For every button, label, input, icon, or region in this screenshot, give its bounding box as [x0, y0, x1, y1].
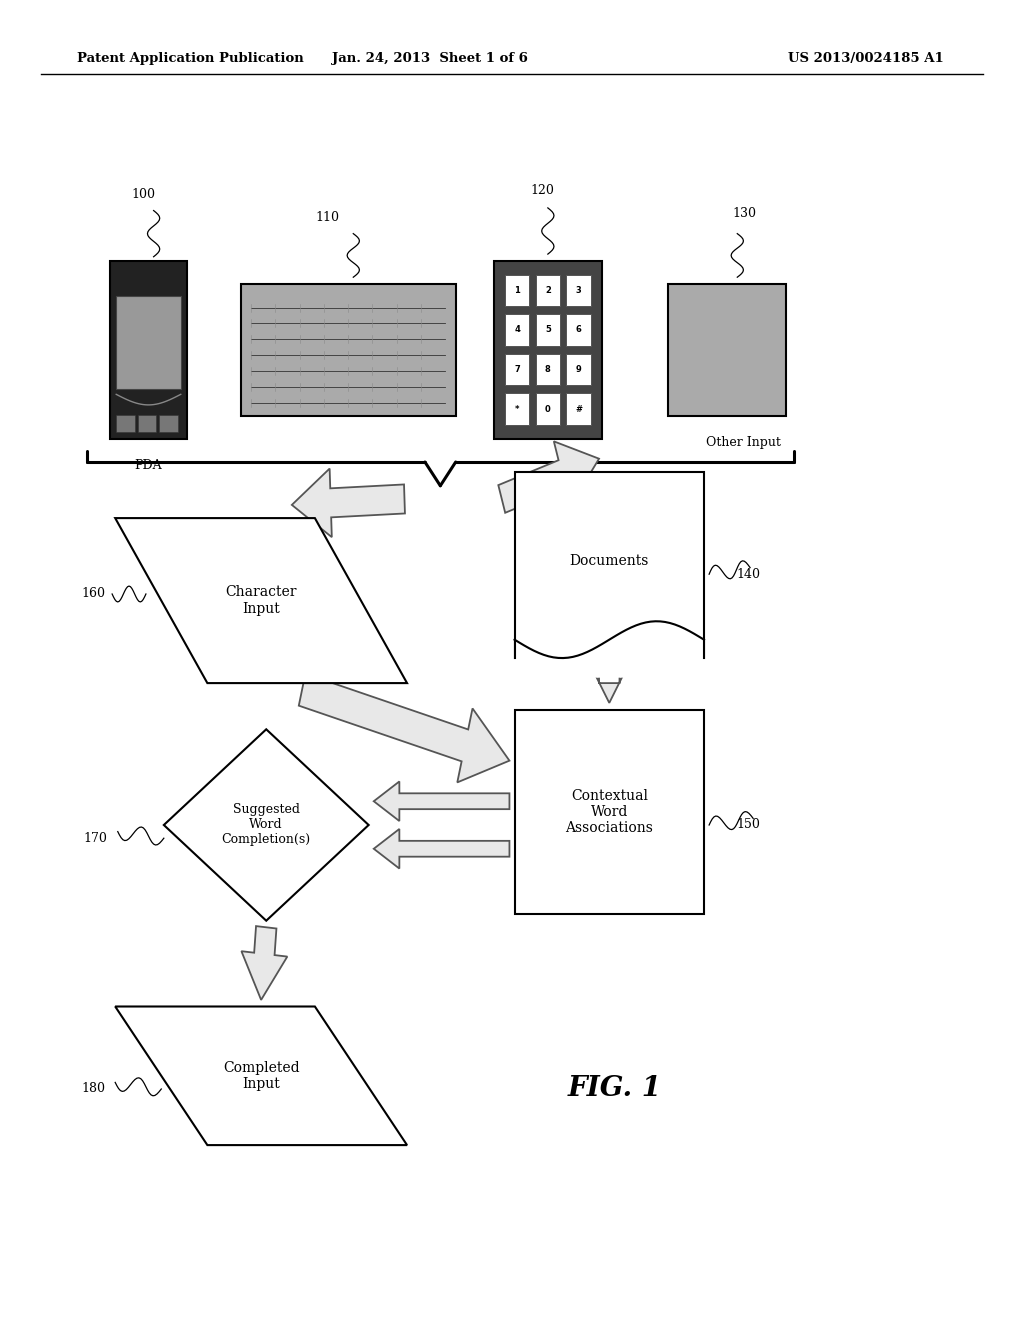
- Text: #: #: [575, 405, 582, 413]
- Text: Character
Input: Character Input: [225, 586, 297, 615]
- Text: 6: 6: [575, 326, 582, 334]
- FancyBboxPatch shape: [514, 710, 705, 913]
- FancyBboxPatch shape: [566, 314, 591, 346]
- Polygon shape: [374, 829, 509, 869]
- FancyBboxPatch shape: [495, 261, 602, 438]
- Text: 5: 5: [545, 326, 551, 334]
- Text: 110: 110: [315, 211, 340, 224]
- FancyBboxPatch shape: [505, 393, 529, 425]
- Text: 160: 160: [81, 587, 105, 601]
- FancyBboxPatch shape: [116, 414, 134, 433]
- FancyBboxPatch shape: [566, 275, 591, 306]
- Polygon shape: [292, 469, 404, 537]
- FancyBboxPatch shape: [566, 354, 591, 385]
- Text: US 2013/0024185 A1: US 2013/0024185 A1: [788, 51, 944, 65]
- Text: *: *: [515, 405, 519, 413]
- Text: 130: 130: [732, 207, 756, 220]
- Polygon shape: [164, 729, 369, 921]
- Text: 140: 140: [736, 568, 760, 581]
- Text: 120: 120: [530, 185, 555, 197]
- Text: 170: 170: [84, 832, 108, 845]
- FancyBboxPatch shape: [566, 393, 591, 425]
- Polygon shape: [115, 517, 408, 682]
- Text: 7: 7: [514, 366, 520, 374]
- Text: Jan. 24, 2013  Sheet 1 of 6: Jan. 24, 2013 Sheet 1 of 6: [332, 51, 528, 65]
- Text: Other Input: Other Input: [706, 436, 780, 449]
- Text: Suggested
Word
Completion(s): Suggested Word Completion(s): [221, 804, 311, 846]
- Text: 8: 8: [545, 366, 551, 374]
- Text: 3: 3: [575, 286, 582, 294]
- FancyBboxPatch shape: [536, 354, 560, 385]
- Text: 0: 0: [545, 405, 551, 413]
- FancyBboxPatch shape: [116, 296, 180, 389]
- Text: 9: 9: [575, 366, 582, 374]
- FancyBboxPatch shape: [505, 314, 529, 346]
- Polygon shape: [499, 441, 599, 512]
- FancyBboxPatch shape: [505, 354, 529, 385]
- FancyBboxPatch shape: [668, 284, 786, 416]
- FancyBboxPatch shape: [536, 393, 560, 425]
- FancyBboxPatch shape: [514, 473, 705, 659]
- FancyBboxPatch shape: [137, 414, 156, 433]
- Text: Documents: Documents: [569, 554, 649, 568]
- Text: Contextual
Word
Associations: Contextual Word Associations: [565, 788, 653, 836]
- Polygon shape: [586, 656, 632, 702]
- Text: 1: 1: [514, 286, 520, 294]
- Polygon shape: [299, 673, 509, 783]
- FancyBboxPatch shape: [505, 275, 529, 306]
- FancyBboxPatch shape: [159, 414, 177, 433]
- Text: PDA: PDA: [135, 459, 162, 471]
- Text: Completed
Input: Completed Input: [223, 1061, 299, 1090]
- Text: 4: 4: [514, 326, 520, 334]
- Polygon shape: [374, 781, 509, 821]
- Text: 2: 2: [545, 286, 551, 294]
- FancyBboxPatch shape: [536, 314, 560, 346]
- Polygon shape: [242, 927, 288, 1001]
- FancyBboxPatch shape: [110, 261, 186, 438]
- FancyBboxPatch shape: [536, 275, 560, 306]
- Text: Patent Application Publication: Patent Application Publication: [77, 51, 303, 65]
- Text: 150: 150: [736, 818, 760, 832]
- Text: 180: 180: [81, 1082, 105, 1096]
- Text: 100: 100: [131, 189, 156, 201]
- Text: FIG. 1: FIG. 1: [567, 1076, 662, 1102]
- Polygon shape: [115, 1006, 408, 1144]
- FancyBboxPatch shape: [241, 284, 456, 416]
